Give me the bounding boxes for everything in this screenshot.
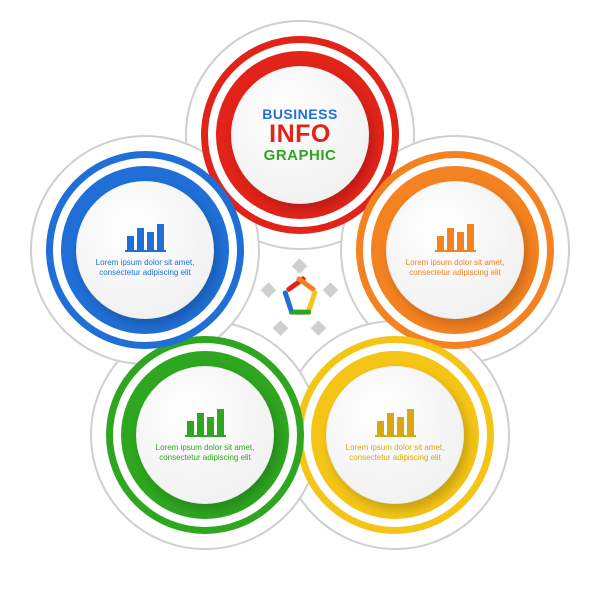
node-left: Lorem ipsum dolor sit amet, consectetur … [61, 166, 229, 334]
node-text-bottom-right: Lorem ipsum dolor sit amet, consectetur … [340, 443, 450, 463]
infographic-stage: BUSINESS INFO GRAPHIC Lorem ipsum dolor … [20, 20, 580, 580]
bar-chart-icon [185, 407, 226, 437]
bar-chart-icon [435, 222, 476, 252]
node-right: Lorem ipsum dolor sit amet, consectetur … [371, 166, 539, 334]
title-disc: BUSINESS INFO GRAPHIC [231, 66, 369, 204]
node-text-bottom-left: Lorem ipsum dolor sit amet, consectetur … [150, 443, 260, 463]
title-line-3: GRAPHIC [264, 148, 337, 164]
node-top: BUSINESS INFO GRAPHIC [216, 51, 384, 219]
content-disc-bottom-right: Lorem ipsum dolor sit amet, consectetur … [326, 366, 464, 504]
node-text-left: Lorem ipsum dolor sit amet, consectetur … [90, 258, 200, 278]
center-decoration [255, 259, 345, 349]
content-disc-left: Lorem ipsum dolor sit amet, consectetur … [76, 181, 214, 319]
content-disc-right: Lorem ipsum dolor sit amet, consectetur … [386, 181, 524, 319]
node-bottom-left: Lorem ipsum dolor sit amet, consectetur … [121, 351, 289, 519]
content-disc-bottom-left: Lorem ipsum dolor sit amet, consectetur … [136, 366, 274, 504]
bar-chart-icon [125, 222, 166, 252]
node-bottom-right: Lorem ipsum dolor sit amet, consectetur … [311, 351, 479, 519]
title-line-2: INFO [269, 121, 331, 147]
node-text-right: Lorem ipsum dolor sit amet, consectetur … [400, 258, 510, 278]
bar-chart-icon [375, 407, 416, 437]
title-line-1: BUSINESS [262, 107, 338, 122]
